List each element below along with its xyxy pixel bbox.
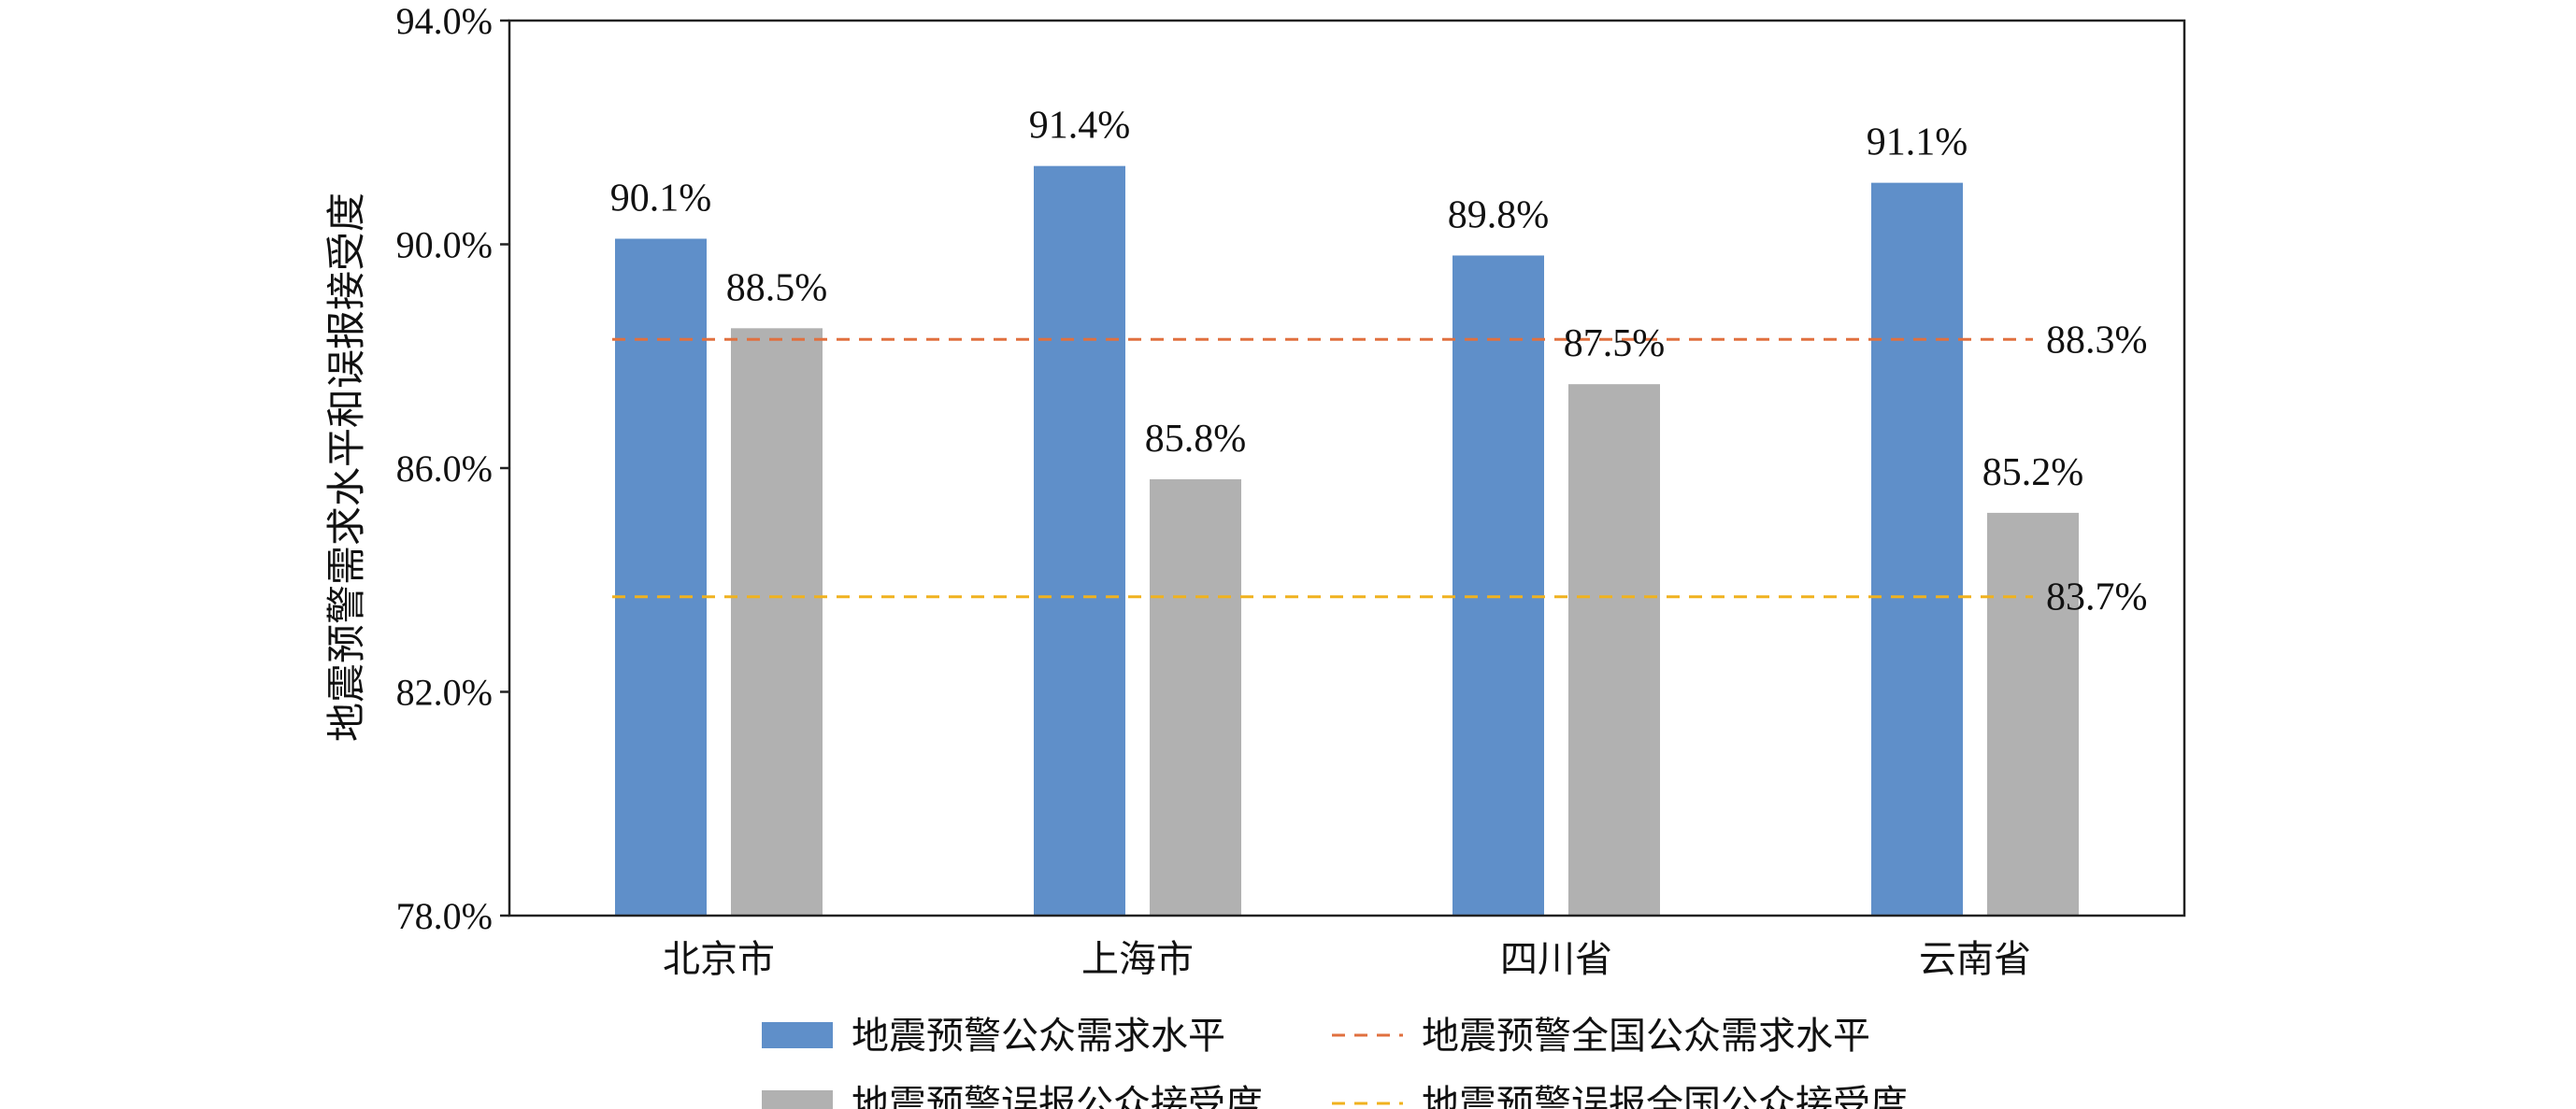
reference-line-label: 88.3% bbox=[2046, 319, 2148, 362]
legend-label: 地震预警误报全国公众接受度 bbox=[1422, 1083, 1908, 1109]
legend-label: 地震预警误报公众接受度 bbox=[852, 1083, 1263, 1109]
y-axis-title: 地震预警需求水平和误报接受度 bbox=[323, 192, 369, 742]
legend-label: 地震预警全国公众需求水平 bbox=[1422, 1015, 1870, 1058]
data-labels: 90.1% 88.5% 91.4% 85.8% 89.8% 87.5% 91.1% 85.2%… bbox=[610, 105, 2148, 619]
y-tick-label: 82.0% bbox=[396, 672, 493, 714]
bar-demand-2 bbox=[1453, 255, 1544, 917]
y-tick-label: 78.0% bbox=[396, 895, 493, 937]
data-label: 91.4% bbox=[1029, 105, 1131, 148]
y-axis: 78.0% 82.0% 86.0% 90.0% 94.0% bbox=[396, 0, 509, 937]
legend-label: 地震预警公众需求水平 bbox=[852, 1015, 1225, 1058]
data-label: 85.2% bbox=[1982, 451, 2084, 494]
data-label: 89.8% bbox=[1448, 193, 1550, 236]
x-category-label: 四川省 bbox=[1500, 938, 1612, 981]
bar-acceptance-1 bbox=[1150, 478, 1241, 916]
bars-layer bbox=[615, 165, 2079, 917]
data-label: 85.8% bbox=[1145, 418, 1247, 461]
bar-demand-1 bbox=[1034, 165, 1125, 917]
legend-swatch-bar bbox=[762, 1090, 833, 1109]
y-tick-label: 94.0% bbox=[396, 0, 493, 42]
y-tick-label: 86.0% bbox=[396, 448, 493, 490]
reference-lines-layer bbox=[612, 337, 2033, 599]
x-category-label: 上海市 bbox=[1081, 938, 1194, 981]
x-axis: 北京市 上海市 四川省 云南省 bbox=[663, 938, 2031, 981]
legend-swatch-bar bbox=[762, 1022, 833, 1048]
data-label: 87.5% bbox=[1564, 322, 1666, 365]
bar-acceptance-3 bbox=[1987, 512, 2079, 916]
bar-demand-0 bbox=[615, 238, 707, 916]
data-label: 90.1% bbox=[610, 178, 712, 220]
bar-acceptance-0 bbox=[731, 328, 823, 916]
bar-acceptance-2 bbox=[1568, 384, 1660, 916]
data-label: 91.1% bbox=[1867, 121, 1968, 164]
bar-demand-3 bbox=[1871, 182, 1963, 916]
y-tick-label: 90.0% bbox=[396, 224, 493, 266]
reference-line-label: 83.7% bbox=[2046, 576, 2148, 619]
x-category-label: 云南省 bbox=[1919, 938, 2031, 981]
data-label: 88.5% bbox=[726, 266, 828, 309]
x-category-label: 北京市 bbox=[663, 938, 775, 981]
